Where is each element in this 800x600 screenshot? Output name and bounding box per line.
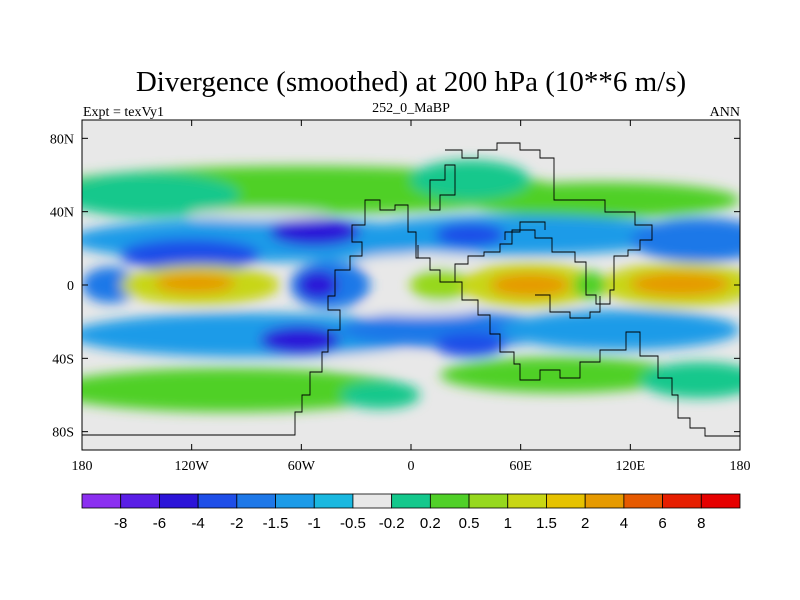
- continent-outline-south: [455, 281, 740, 437]
- field-blob: [435, 333, 505, 357]
- colorbar-swatch: [429, 493, 470, 509]
- y-tick-label: 80S: [52, 426, 74, 441]
- colorbar-swatch: [197, 493, 238, 509]
- colorbar-label: 6: [658, 515, 666, 532]
- field-blob: [500, 310, 740, 350]
- y-tick-label: 40N: [50, 206, 74, 221]
- field-blob: [574, 271, 606, 299]
- colorbar-label: 2: [581, 515, 589, 532]
- colorbar-swatch: [120, 493, 160, 509]
- colorbar-label: -0.2: [379, 515, 405, 532]
- colorbar-label: 0.2: [420, 515, 441, 532]
- colorbar-swatch: [313, 493, 354, 509]
- colorbar-swatch: [546, 493, 586, 509]
- colorbar-label: -6: [153, 515, 166, 532]
- field-blob: [340, 312, 560, 348]
- field-blob: [155, 273, 235, 293]
- x-tick-label: 60W: [288, 459, 316, 474]
- field-blob: [630, 218, 740, 262]
- field-blob: [410, 160, 530, 200]
- continent-outline-inner: [417, 164, 601, 319]
- time-label: 252_0_MaBP: [372, 101, 450, 116]
- y-tick-label: 80N: [50, 132, 74, 147]
- x-tick-label: 0: [408, 459, 415, 474]
- field-blob: [82, 313, 430, 357]
- colorbar-label: 8: [697, 515, 705, 532]
- chart-title: Divergence (smoothed) at 200 hPa (10**6 …: [136, 66, 686, 98]
- season-label: ANN: [710, 105, 740, 120]
- colorbar-label: -4: [191, 515, 204, 532]
- continent-outline: [82, 142, 653, 436]
- colorbar-label: 0.5: [459, 515, 480, 532]
- colorbar-swatch: [159, 493, 199, 509]
- field-blob: [82, 368, 410, 412]
- colorbar-swatch: [275, 493, 315, 509]
- field-blob: [640, 362, 740, 398]
- field-blob: [190, 210, 330, 220]
- y-tick-label: 40S: [52, 352, 74, 367]
- x-tick-label: 60E: [509, 459, 532, 474]
- colorbar-label: 4: [620, 515, 628, 532]
- colorbar-swatch: [662, 493, 702, 509]
- field-blob: [360, 304, 480, 316]
- map-plot-area: [82, 120, 740, 450]
- colorbar-label: -1: [308, 515, 321, 532]
- colorbar-swatch: [468, 493, 509, 509]
- field-blob: [260, 326, 340, 354]
- colorbar: -8 -6 -4 -2 -1.5 -1 -0.5 -0.2 0.2 0.5 1 1.5 2 4 6 8: [81, 493, 741, 532]
- divergence-field: [82, 160, 740, 412]
- field-blob: [330, 355, 430, 365]
- colorbar-label: -8: [114, 515, 127, 532]
- colorbar-swatch: [623, 493, 663, 509]
- colorbar-label: 1.5: [536, 515, 557, 532]
- field-blob: [82, 173, 240, 217]
- field-blob: [82, 267, 138, 303]
- field-blob: [340, 381, 420, 409]
- colorbar-swatch: [700, 493, 741, 509]
- experiment-label: Expt = texVy1: [83, 105, 164, 120]
- map-axes: 180 120W 60W 0 60E 120E 180 80N 40N 0 40S 80S: [50, 120, 751, 474]
- x-tick-label: 120W: [175, 459, 210, 474]
- field-blob: [298, 271, 338, 299]
- field-blob: [350, 215, 690, 255]
- x-tick-label: 180: [72, 459, 93, 474]
- field-blob: [435, 223, 505, 247]
- colorbar-swatch: [352, 493, 393, 509]
- colorbar-swatch: [81, 493, 122, 509]
- colorbar-label: -1.5: [263, 515, 289, 532]
- x-tick-label: 120E: [616, 459, 646, 474]
- colorbar-swatch: [391, 493, 431, 509]
- colorbar-label: -2: [230, 515, 243, 532]
- field-blob: [360, 254, 480, 266]
- colorbar-swatch: [507, 493, 547, 509]
- field-blob: [270, 218, 360, 246]
- y-tick-label: 0: [67, 279, 74, 294]
- colorbar-label: -0.5: [340, 515, 366, 532]
- colorbar-swatch: [236, 493, 276, 509]
- x-tick-label: 180: [730, 459, 751, 474]
- field-blob: [120, 239, 260, 271]
- colorbar-swatch: [584, 493, 625, 509]
- colorbar-label: 1: [504, 515, 512, 532]
- field-blob: [490, 273, 570, 297]
- field-blob: [630, 272, 730, 296]
